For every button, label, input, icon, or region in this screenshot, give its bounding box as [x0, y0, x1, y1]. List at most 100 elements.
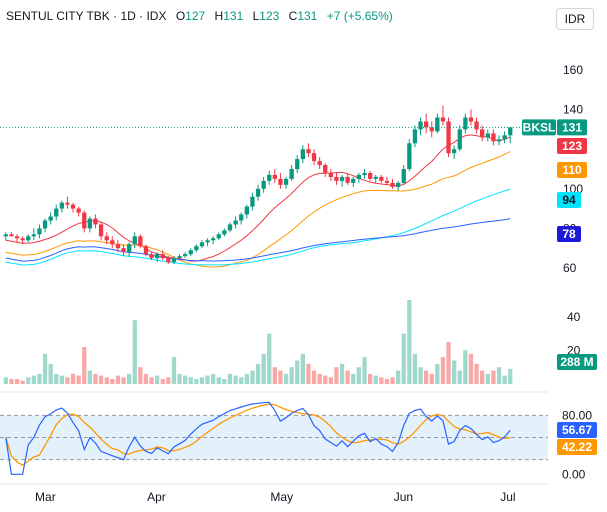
volume-bar [188, 377, 193, 384]
candle-body [31, 234, 36, 237]
volume-bar [9, 379, 14, 384]
candle-body [222, 230, 227, 235]
candle-body [429, 127, 434, 132]
volume-bar [250, 370, 255, 384]
candle-body [384, 180, 390, 183]
volume-bar [115, 375, 121, 384]
volume-bar [300, 353, 305, 384]
candle-body [295, 159, 300, 169]
volume-bar [267, 333, 272, 384]
candle-body [283, 178, 289, 185]
candle-body [250, 196, 255, 207]
volume-bar [440, 357, 446, 384]
candle-body [311, 153, 317, 162]
volume-bar [20, 380, 25, 384]
volume-bar [457, 370, 462, 384]
ma4-price-tag-text: 78 [562, 227, 576, 241]
volume-bar [278, 370, 283, 384]
volume-bar [328, 377, 333, 384]
candle-body [345, 176, 350, 183]
candle-body [412, 129, 418, 144]
rsi-tick-label: 80.00 [562, 408, 592, 422]
candle-body [474, 121, 479, 130]
volume-bar [166, 377, 171, 384]
volume-bar [255, 363, 261, 384]
candle-body [300, 149, 305, 160]
candle-body [373, 176, 378, 179]
volume-bar [502, 375, 507, 384]
candle-body [9, 234, 14, 237]
open-value: 127 [185, 9, 206, 23]
volume-tick-label: 20 [567, 343, 581, 357]
candle-body [480, 129, 485, 138]
candle-body [37, 228, 42, 235]
volume-bar [26, 377, 31, 384]
volume-bar [474, 363, 479, 384]
ma-100-line [5, 218, 511, 262]
volume-bar [396, 370, 401, 384]
currency-button[interactable]: IDR [556, 8, 594, 30]
candle-body [194, 246, 199, 251]
volume-bar [323, 375, 328, 384]
candle-body [356, 174, 361, 179]
volume-bar [177, 373, 182, 384]
volume-bar [143, 373, 149, 384]
volume-bar [289, 367, 294, 384]
volume-bar [155, 375, 160, 384]
candle-body [14, 236, 20, 239]
candle-body [26, 236, 31, 241]
candle-body [70, 204, 76, 209]
x-tick-label: Jun [394, 490, 413, 504]
volume-bar [339, 363, 345, 384]
ma3-price-tag [557, 192, 581, 208]
volume-bar [87, 370, 92, 384]
volume-bar [127, 373, 132, 384]
volume-bar [239, 377, 244, 384]
volume-bar [65, 377, 70, 384]
candle-body [227, 224, 233, 231]
candle-body [59, 202, 64, 209]
candle-body [149, 254, 154, 259]
candle-body [457, 129, 462, 150]
candle-body [485, 133, 490, 138]
candle-body [211, 238, 216, 241]
volume-bar [82, 347, 87, 384]
volume-bar [351, 373, 356, 384]
volume-bar [261, 353, 266, 384]
volume-bar [76, 375, 81, 384]
candle-body [278, 178, 283, 185]
ma3-price-tag-text: 94 [562, 193, 576, 207]
volume-tick-label: 40 [567, 310, 581, 324]
candle-body [54, 208, 59, 217]
candle-body [334, 176, 339, 181]
rsi-value-tag [557, 422, 597, 438]
candle-body [166, 258, 171, 263]
candle-body [233, 220, 238, 225]
x-tick-label: Mar [35, 490, 56, 504]
candle-body [289, 169, 294, 179]
volume-bar [48, 363, 53, 384]
volume-bar [368, 373, 373, 384]
volume-bar [373, 375, 378, 384]
volume-bar [42, 353, 48, 384]
candle-body [216, 234, 221, 239]
x-tick-label: Jul [500, 490, 515, 504]
volume-bar [412, 353, 418, 384]
candle-body [362, 173, 367, 175]
volume-bar [149, 377, 154, 384]
rsi-line [5, 401, 511, 475]
candle-body [368, 173, 373, 179]
volume-bar [463, 350, 468, 384]
volume-bar [104, 377, 109, 384]
volume-bar [424, 370, 429, 384]
volume-bar [37, 373, 42, 384]
candle-body [435, 117, 440, 132]
rsi-ma-value-tag [557, 439, 597, 455]
volume-bar [194, 379, 199, 384]
candle-body [93, 218, 98, 225]
volume-bar [295, 360, 300, 384]
volume-bar [54, 373, 59, 384]
candle-body [339, 176, 345, 181]
volume-bar [31, 375, 36, 384]
